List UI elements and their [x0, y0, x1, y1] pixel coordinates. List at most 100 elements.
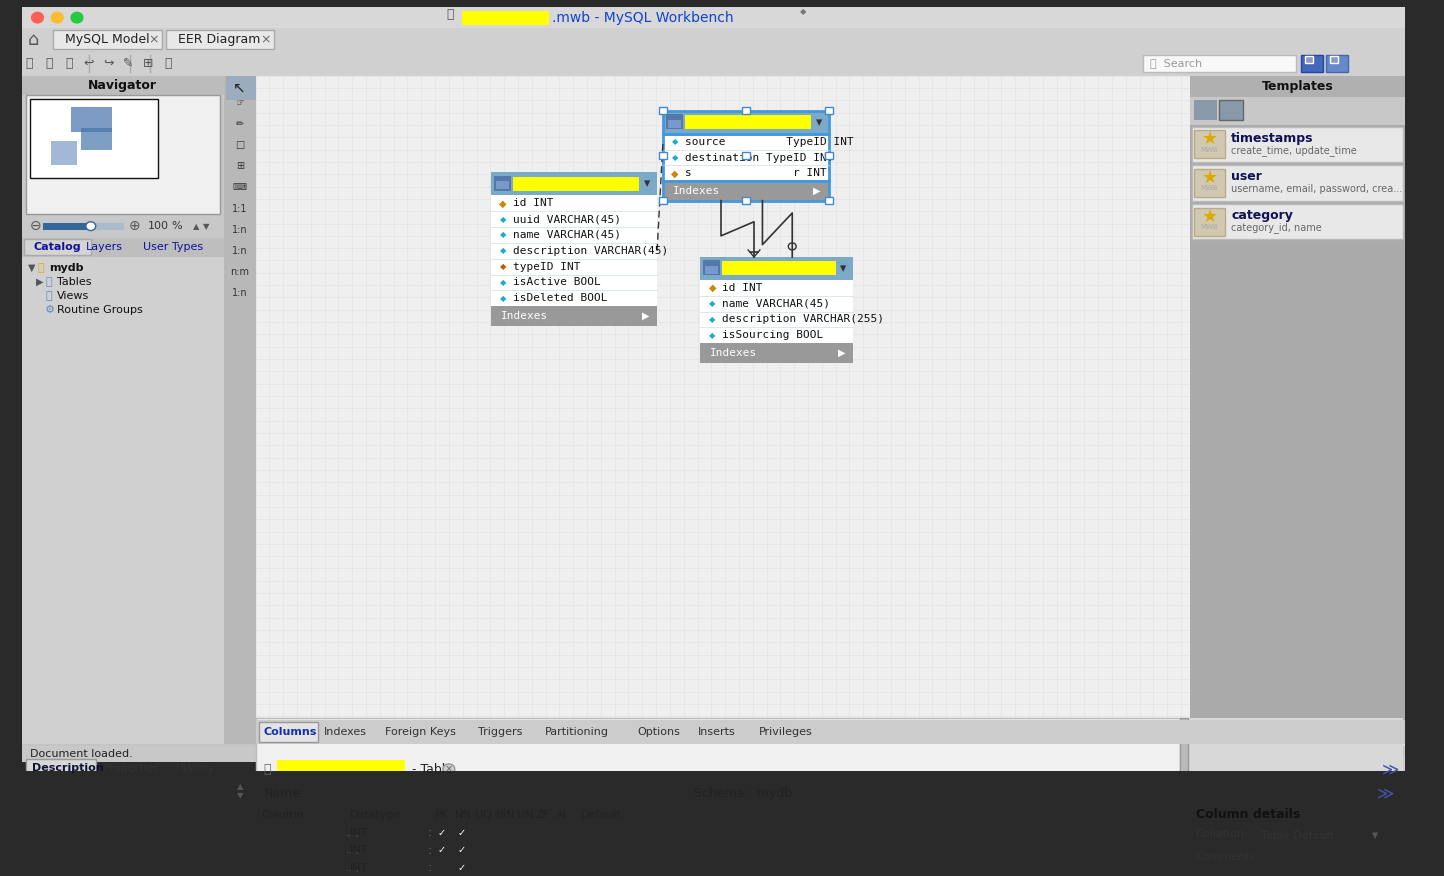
- Text: category: category: [1232, 209, 1294, 223]
- Bar: [663, 134, 829, 181]
- Text: UQ: UQ: [475, 810, 491, 820]
- Bar: [494, 176, 511, 191]
- Bar: [1305, 56, 1313, 63]
- Text: Routine Groups: Routine Groups: [58, 305, 143, 314]
- Bar: [491, 195, 657, 307]
- Text: Comments:: Comments:: [1196, 852, 1259, 862]
- Bar: [22, 7, 1405, 28]
- Text: ▼: ▼: [237, 791, 243, 800]
- Text: ✓: ✓: [458, 828, 466, 837]
- Text: Indexes: Indexes: [673, 186, 721, 196]
- Text: ▶: ▶: [838, 348, 845, 358]
- Bar: [261, 826, 342, 838]
- Bar: [1190, 75, 1405, 752]
- Bar: [658, 108, 667, 115]
- Bar: [344, 741, 621, 750]
- Bar: [722, 261, 836, 275]
- Text: isDeleted BOOL: isDeleted BOOL: [513, 293, 608, 303]
- Text: ✓: ✓: [458, 845, 466, 855]
- Bar: [261, 844, 342, 856]
- Bar: [277, 760, 406, 778]
- Text: mydb: mydb: [49, 263, 84, 272]
- Text: ▾: ▾: [644, 178, 650, 190]
- Bar: [456, 828, 468, 837]
- Text: 📁: 📁: [26, 57, 33, 70]
- Bar: [1330, 56, 1337, 63]
- Text: 1:n: 1:n: [232, 288, 247, 298]
- Bar: [663, 111, 829, 134]
- Bar: [81, 129, 113, 150]
- Text: ◆: ◆: [500, 215, 507, 223]
- Bar: [1305, 56, 1313, 63]
- Bar: [256, 757, 1405, 781]
- Text: 🗄: 🗄: [38, 263, 45, 272]
- Text: 1:1: 1:1: [232, 203, 247, 214]
- Bar: [256, 841, 1180, 858]
- Text: INT: INT: [351, 828, 368, 837]
- Bar: [261, 861, 342, 874]
- Text: Default: Default: [580, 810, 622, 820]
- Bar: [517, 827, 531, 838]
- Bar: [700, 279, 853, 343]
- Text: ⌂: ⌂: [27, 31, 39, 48]
- Bar: [1326, 54, 1347, 72]
- Bar: [313, 785, 677, 802]
- Bar: [706, 262, 718, 273]
- Bar: [256, 718, 1180, 806]
- Text: Views: Views: [58, 291, 90, 300]
- Bar: [435, 844, 449, 856]
- Bar: [742, 108, 749, 115]
- Bar: [53, 30, 162, 49]
- Bar: [22, 745, 256, 757]
- Text: ◆: ◆: [709, 299, 716, 308]
- Text: Datatype: Datatype: [351, 810, 401, 820]
- Bar: [256, 720, 1405, 745]
- Bar: [742, 152, 749, 159]
- Text: 🔍  Search: 🔍 Search: [1151, 59, 1203, 68]
- Circle shape: [52, 12, 64, 23]
- Text: Indexes: Indexes: [710, 348, 758, 358]
- Text: category_id, name: category_id, name: [1232, 223, 1323, 233]
- Text: ▾: ▾: [816, 116, 822, 129]
- Text: Properties: Properties: [104, 763, 160, 774]
- Text: ⊖: ⊖: [29, 219, 42, 233]
- Bar: [475, 844, 488, 856]
- Text: ▶: ▶: [36, 277, 43, 286]
- Text: isSourcing BOOL: isSourcing BOOL: [722, 330, 823, 340]
- Text: name VARCHAR(45): name VARCHAR(45): [722, 299, 830, 308]
- Text: Column details: Column details: [1196, 809, 1300, 822]
- Text: :: :: [427, 844, 432, 857]
- Text: ★: ★: [1201, 208, 1217, 225]
- Bar: [497, 844, 510, 856]
- Text: 🗃: 🗃: [45, 277, 52, 286]
- Text: ▼: ▼: [27, 263, 35, 272]
- Text: History: History: [176, 763, 215, 774]
- Bar: [663, 181, 829, 201]
- Bar: [669, 117, 680, 128]
- Bar: [43, 223, 91, 230]
- Text: 👁: 👁: [45, 291, 52, 300]
- Bar: [22, 257, 224, 752]
- Bar: [700, 257, 853, 279]
- Text: ★: ★: [1201, 169, 1217, 187]
- Text: ◆: ◆: [500, 246, 507, 255]
- Bar: [1190, 97, 1405, 125]
- Text: ×: ×: [260, 33, 271, 46]
- Text: uuid VARCHAR(45): uuid VARCHAR(45): [513, 214, 621, 224]
- Text: ▲: ▲: [193, 222, 199, 230]
- Text: MySQL Model: MySQL Model: [65, 33, 150, 46]
- Text: ☞: ☞: [235, 98, 244, 108]
- Text: User Types: User Types: [143, 243, 202, 252]
- Bar: [26, 95, 219, 214]
- Bar: [1255, 850, 1383, 876]
- Bar: [29, 99, 157, 178]
- Bar: [706, 262, 718, 265]
- Text: MWB: MWB: [1201, 146, 1219, 152]
- Text: id INT: id INT: [513, 198, 553, 208]
- Bar: [1191, 166, 1404, 201]
- Bar: [22, 28, 1405, 51]
- Bar: [669, 117, 680, 120]
- Bar: [700, 343, 853, 363]
- Text: ↩: ↩: [84, 57, 94, 70]
- Bar: [1194, 101, 1217, 120]
